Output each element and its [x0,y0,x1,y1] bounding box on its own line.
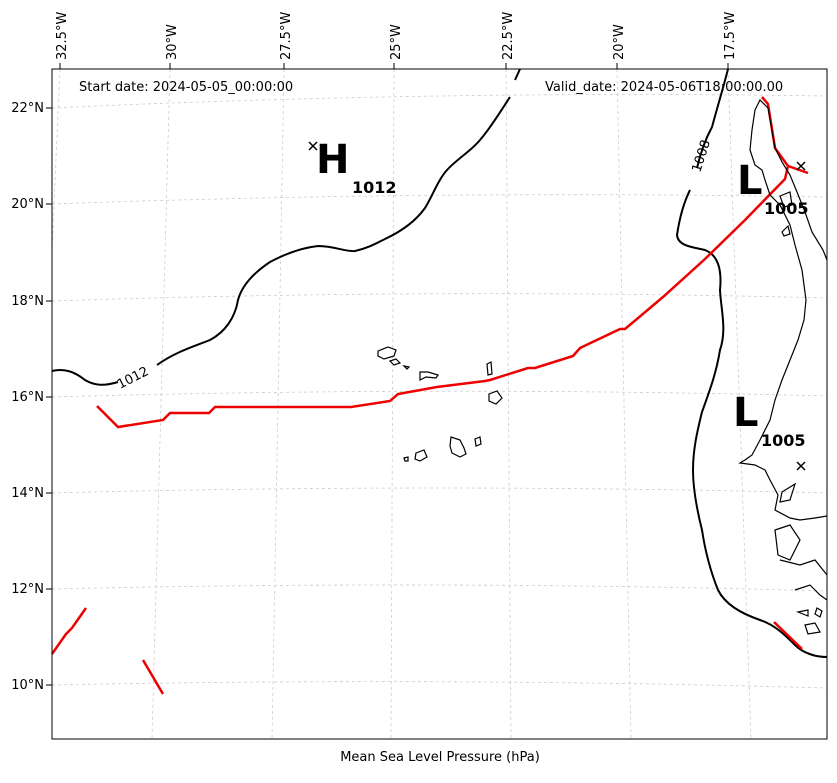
island-maio [474,436,482,447]
parallel-18n [51,293,828,302]
island-boa-vista [488,390,503,405]
map-caption: Mean Sea Level Pressure (hPa) [340,750,540,765]
coast-segment-g [814,607,823,618]
coast-segment-a [779,482,797,503]
lat-tick-label: 14°N [11,486,44,501]
coast-segment-f [804,622,821,635]
graticule [51,68,828,740]
parallel-10n [51,681,828,689]
west-africa-coast [738,98,828,521]
high-center-marker [308,141,318,151]
isobar-1012 [51,68,521,386]
low-pressure-letter-south: L [733,390,759,436]
lon-tick-label: 17.5°W [723,12,738,60]
lat-tick-label: 20°N [11,197,44,212]
island-brava [403,456,409,462]
low-pressure-value-south: 1005 [761,431,806,450]
parallel-16n [51,390,828,398]
parallel-22n [51,94,828,109]
island-sao-vicente [388,358,402,366]
lon-tick-label: 25°W [389,24,404,60]
lat-tick-label: 16°N [11,390,44,405]
trough-line-sw [50,607,88,655]
low-pressure-letter-north: L [737,158,763,204]
meridian-20w [616,68,632,740]
parallel-20n [51,194,828,205]
coast-segment-d [794,584,828,601]
high-pressure-value: 1012 [352,178,397,197]
meridian-17-5w [727,68,752,740]
plot-background [52,69,827,739]
island-santiago [449,436,467,458]
pressure-systems: H 1012 L 1005 L 1005 [316,137,809,450]
low-center-marker-north [796,161,806,171]
isobars [51,68,828,658]
low-pressure-value-north: 1005 [764,199,809,218]
lat-tick-label: 10°N [11,678,44,693]
lon-tick-label: 27.5°W [279,12,294,60]
isobar-1008 [675,68,828,658]
meridian-22-5w [505,68,512,740]
island-santo-antao [377,346,397,360]
valid-date-label: Valid_date: 2024-05-06T18:00:00.00 [545,80,783,95]
meridian-30w [151,68,171,740]
system-markers [308,141,806,471]
coast-segment-b [774,524,801,561]
lat-tick-label: 22°N [11,101,44,116]
lon-tick-label: 32.5°W [55,12,70,60]
island-fogo [414,449,428,462]
high-pressure-letter: H [316,137,349,183]
trough-line-se [773,621,803,650]
lat-tick-label: 18°N [11,294,44,309]
meridian-25w [390,68,395,740]
coast-segment-c [779,559,828,576]
lon-ticks: 32.5°W 30°W 27.5°W 25°W 22.5°W 20°W 17.5… [55,12,738,69]
lon-tick-label: 22.5°W [501,12,516,60]
lon-tick-label: 20°W [612,24,627,60]
parallel-12n [51,584,828,592]
coast-segment-h [781,224,791,237]
coastlines [738,98,828,635]
island-sao-nicolau [419,371,439,381]
lat-tick-label: 12°N [11,582,44,597]
lat-ticks: 22°N 20°N 18°N 16°N 14°N 12°N 10°N [11,101,52,693]
parallel-14n [51,487,828,494]
meridian-32-5w [51,68,61,251]
island-santa-luzia [402,365,411,370]
start-date-label: Start date: 2024-05-05_00:00:00 [79,80,293,95]
coast-segment-e [795,609,809,617]
coast-segment-i [779,191,793,208]
trough-line-s [141,659,165,695]
meridian-27-5w [271,68,285,740]
low-center-marker-south [796,461,806,471]
island-sal [486,361,493,376]
islands [377,346,503,462]
plot-frame [51,68,828,740]
lon-tick-label: 30°W [165,24,180,60]
